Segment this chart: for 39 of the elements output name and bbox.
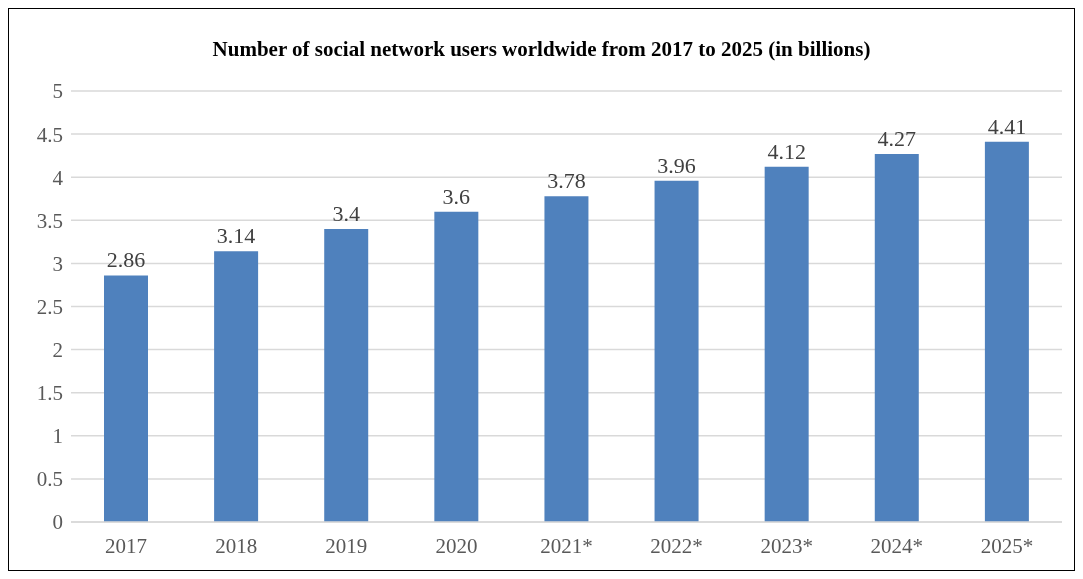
- data-label: 3.4: [332, 200, 360, 226]
- data-label: 3.96: [657, 152, 696, 178]
- bar: [764, 166, 809, 522]
- bar: [434, 211, 479, 522]
- x-tick-label: 2024*: [870, 533, 924, 558]
- bar: [544, 196, 589, 522]
- y-tick-label: 4.5: [36, 122, 63, 147]
- y-tick-label: 5: [52, 79, 63, 104]
- y-tick-label: 0.5: [36, 467, 63, 492]
- x-tick-label: 2018: [215, 533, 258, 558]
- y-tick-label: 3: [52, 251, 63, 276]
- bar: [214, 251, 259, 522]
- bar: [874, 153, 919, 522]
- x-tick-label: 2019: [325, 533, 368, 558]
- bar: [324, 228, 369, 522]
- x-tick-label: 2025*: [980, 533, 1034, 558]
- y-tick-label: 2.5: [36, 294, 63, 319]
- x-tick-label: 2020: [435, 533, 478, 558]
- data-label: 3.14: [216, 223, 256, 249]
- data-label: 4.27: [877, 125, 917, 151]
- y-tick-label: 1.5: [36, 381, 63, 406]
- y-tick-label: 2: [52, 338, 63, 363]
- x-tick-label: 2023*: [760, 533, 813, 558]
- x-tick-label: 2017: [105, 533, 148, 558]
- y-tick-label: 1: [52, 424, 63, 449]
- y-tick-label: 4: [52, 165, 64, 190]
- data-label: 2.86: [106, 247, 146, 273]
- bar: [104, 275, 148, 522]
- data-label: 3.6: [442, 183, 471, 209]
- data-label: 4.12: [767, 138, 806, 164]
- bar: [654, 180, 699, 522]
- data-label: 4.41: [987, 113, 1027, 139]
- x-tick-label: 2022*: [650, 533, 703, 558]
- x-tick-label: 2021*: [540, 533, 593, 558]
- data-label: 3.78: [547, 168, 586, 194]
- y-tick-label: 0: [52, 510, 63, 535]
- y-tick-label: 3.5: [36, 208, 63, 233]
- bar: [984, 141, 1029, 522]
- chart-title: Number of social network users worldwide from 2017 to 2025 (in billions): [211, 37, 872, 62]
